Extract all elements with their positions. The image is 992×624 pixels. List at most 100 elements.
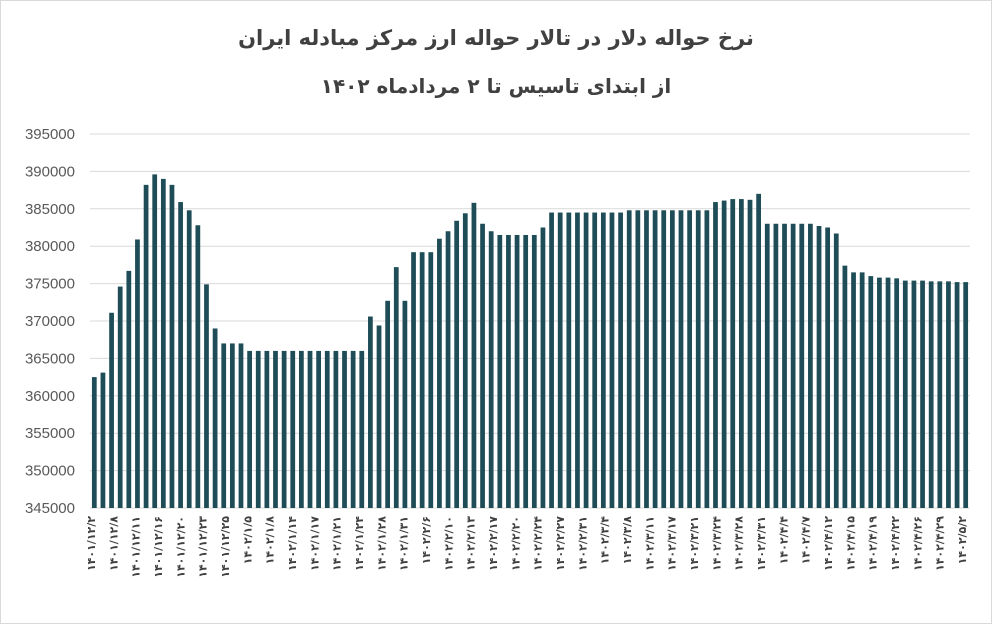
bar [264, 350, 270, 508]
x-tick-label: ۱۴۰۲/۴/۴ [777, 516, 790, 565]
y-tick-label: 390000 [25, 163, 75, 180]
bar [583, 212, 589, 509]
bar [842, 265, 848, 508]
bar [531, 234, 537, 509]
x-tick-label: ۱۴۰۱/۱۲/۲۳ [197, 516, 210, 578]
x-tick-label: ۱۴۰۲/۱/۲۴ [353, 516, 366, 571]
x-tick-label: ۱۴۰۲/۳/۱۱ [643, 516, 656, 571]
y-tick-label: 375000 [25, 276, 75, 293]
x-tick-label: ۱۴۰۲/۴/۱۹ [867, 516, 880, 571]
bar [963, 282, 969, 508]
bar [488, 231, 494, 509]
bar [307, 350, 313, 508]
x-tick-label: ۱۴۰۲/۳/۱۷ [666, 516, 679, 571]
bar [333, 350, 339, 508]
x-tick-label: ۱۴۰۲/۱/۱۷ [308, 516, 321, 571]
bar [419, 252, 425, 508]
bar [678, 210, 684, 509]
bar [221, 343, 227, 508]
x-tick-label: ۱۴۰۲/۳/۴ [599, 516, 612, 565]
bar [445, 231, 451, 509]
y-tick-label: 360000 [25, 388, 75, 405]
bar [178, 202, 183, 508]
bar [894, 278, 900, 508]
bar [600, 212, 606, 509]
y-tick-label: 355000 [25, 425, 75, 442]
bar [411, 252, 416, 508]
bar [868, 276, 874, 508]
bar [920, 280, 925, 508]
x-tick-label: ۱۴۰۲/۲/۶ [420, 516, 433, 564]
x-tick-label: ۱۴۰۲/۲/۱۰ [442, 516, 455, 571]
bar [713, 202, 718, 508]
bar [695, 210, 701, 509]
bar [540, 227, 546, 508]
bar [273, 350, 278, 508]
bar [454, 220, 460, 508]
bar [462, 213, 468, 509]
bar [255, 350, 261, 508]
bar [195, 225, 201, 508]
bar [299, 350, 304, 508]
x-tick-label: ۱۴۰۱/۱۲/۱۱ [130, 516, 143, 578]
bar [229, 343, 235, 508]
bar [506, 234, 511, 509]
bar [626, 210, 632, 509]
bar [402, 300, 408, 508]
bar [652, 210, 658, 509]
bar [109, 312, 114, 508]
bar [773, 223, 779, 508]
x-tick-label: ۱۴۰۲/۲/۳۱ [576, 516, 589, 571]
x-tick-label: ۱۴۰۱/۱۲/۲۵ [219, 516, 232, 578]
bar [946, 281, 951, 508]
bar [480, 223, 485, 508]
bar [928, 281, 934, 508]
y-tick-label: 385000 [25, 201, 75, 218]
bar [385, 300, 391, 508]
bar [885, 277, 891, 508]
x-tick-label: ۱۴۰۲/۴/۲۶ [911, 516, 924, 571]
x-tick-label: ۱۴۰۲/۴/۲۲ [889, 516, 902, 571]
bar [747, 199, 753, 508]
bar [833, 233, 839, 509]
bar [756, 193, 761, 508]
bar [368, 316, 373, 508]
bar [877, 277, 882, 508]
x-tick-label: ۱۴۰۲/۳/۲۸ [733, 516, 746, 571]
bar [135, 239, 140, 508]
bars [91, 174, 969, 509]
grid-lines [90, 133, 970, 509]
x-tick-label: ۱۴۰۲/۳/۸ [621, 516, 634, 565]
bar [799, 223, 805, 508]
x-tick-label: ۱۴۰۲/۱/۱۴ [286, 516, 299, 571]
bar [342, 350, 347, 508]
bar [523, 234, 529, 509]
x-tick-label: ۱۴۰۲/۴/۲۹ [934, 516, 947, 571]
y-tick-label: 370000 [25, 313, 75, 330]
bar [859, 272, 865, 508]
x-tick-label: ۱۴۰۱/۱۲/۱۶ [152, 516, 165, 578]
chart-title: نرخ حواله دلار در تالار حواله ارز مرکز م… [238, 26, 754, 50]
bar [100, 372, 106, 508]
bar [212, 328, 218, 508]
bar [471, 202, 477, 508]
x-tick-label: ۱۴۰۲/۲/۲۰ [509, 516, 522, 571]
bar [143, 184, 149, 509]
x-tick-label: ۱۴۰۲/۵/۲ [956, 516, 969, 565]
bar [808, 223, 813, 508]
bar [514, 234, 520, 509]
bar [557, 212, 563, 509]
bar [428, 252, 434, 508]
bar [437, 238, 442, 508]
x-tick-label: ۱۴۰۲/۱/۲۱ [331, 516, 344, 571]
x-tick-label: ۱۴۰۲/۲/۱۷ [487, 516, 500, 571]
bar [350, 350, 356, 508]
bar [669, 210, 675, 509]
x-tick-label: ۱۴۰۲/۱/۲۸ [375, 516, 388, 571]
chart-subtitle: از ابتدای تاسیس تا ۲ مردادماه ۱۴۰۲ [320, 74, 672, 98]
bar [721, 200, 727, 508]
bar [609, 212, 615, 509]
bar [661, 210, 667, 509]
bar [575, 212, 580, 509]
